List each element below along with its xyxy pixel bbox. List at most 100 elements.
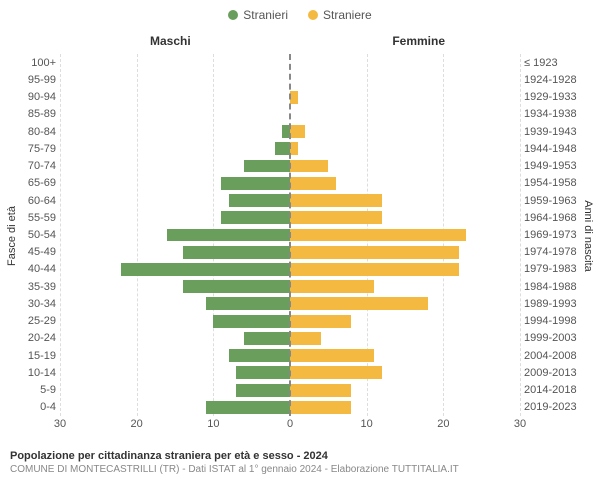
bar-female bbox=[290, 297, 428, 310]
footer: Popolazione per cittadinanza straniera p… bbox=[0, 446, 600, 479]
birth-year-label: 1939-1943 bbox=[524, 126, 586, 138]
x-tick: 30 bbox=[514, 418, 526, 430]
x-tick: 10 bbox=[361, 418, 373, 430]
birth-year-label: 1934-1938 bbox=[524, 108, 586, 120]
age-label: 95-99 bbox=[12, 74, 56, 86]
bar-female bbox=[290, 160, 328, 173]
legend-female: Straniere bbox=[308, 8, 372, 22]
bar-male bbox=[206, 297, 290, 310]
birth-year-label: 2009-2013 bbox=[524, 367, 586, 379]
age-label: 50-54 bbox=[12, 229, 56, 241]
bar-male bbox=[244, 332, 290, 345]
bar-female bbox=[290, 211, 382, 224]
footer-subtitle: COMUNE DI MONTECASTRILLI (TR) - Dati IST… bbox=[10, 464, 590, 475]
legend: Stranieri Straniere bbox=[0, 0, 600, 26]
bar-male bbox=[183, 280, 290, 293]
legend-dot-male bbox=[228, 10, 238, 20]
x-axis: 3020100102030 bbox=[60, 418, 520, 432]
age-label: 10-14 bbox=[12, 367, 56, 379]
bar-female bbox=[290, 125, 305, 138]
birth-year-label: 1924-1928 bbox=[524, 74, 586, 86]
bar-male bbox=[236, 384, 290, 397]
bar-female bbox=[290, 332, 321, 345]
birth-year-label: 1969-1973 bbox=[524, 229, 586, 241]
bar-female bbox=[290, 401, 351, 414]
x-tick: 20 bbox=[131, 418, 143, 430]
birth-year-label: 1944-1948 bbox=[524, 143, 586, 155]
bar-female bbox=[290, 177, 336, 190]
birth-year-label: 2004-2008 bbox=[524, 350, 586, 362]
bar-male bbox=[236, 366, 290, 379]
legend-male: Stranieri bbox=[228, 8, 288, 22]
chart-area: Maschi Femmine Fasce di età Anni di nasc… bbox=[0, 26, 600, 446]
bar-male bbox=[221, 211, 290, 224]
birth-year-label: 2014-2018 bbox=[524, 384, 586, 396]
age-label: 40-44 bbox=[12, 263, 56, 275]
birth-year-label: 1974-1978 bbox=[524, 246, 586, 258]
bar-female bbox=[290, 91, 298, 104]
bar-male bbox=[183, 246, 290, 259]
birth-year-label: ≤ 1923 bbox=[524, 57, 586, 69]
bar-female bbox=[290, 229, 466, 242]
bar-male bbox=[213, 315, 290, 328]
bar-female bbox=[290, 194, 382, 207]
x-tick: 30 bbox=[54, 418, 66, 430]
age-label: 35-39 bbox=[12, 281, 56, 293]
birth-year-label: 1954-1958 bbox=[524, 177, 586, 189]
bar-male bbox=[167, 229, 290, 242]
center-line bbox=[289, 54, 291, 416]
birth-year-label: 1949-1953 bbox=[524, 160, 586, 172]
plot: 100+≤ 192395-991924-192890-941929-193385… bbox=[60, 54, 520, 416]
legend-dot-female bbox=[308, 10, 318, 20]
birth-year-label: 1979-1983 bbox=[524, 263, 586, 275]
header-male: Maschi bbox=[150, 34, 191, 48]
birth-year-label: 1984-1988 bbox=[524, 281, 586, 293]
bar-male bbox=[206, 401, 290, 414]
bar-male bbox=[121, 263, 290, 276]
bar-female bbox=[290, 366, 382, 379]
age-label: 70-74 bbox=[12, 160, 56, 172]
footer-title: Popolazione per cittadinanza straniera p… bbox=[10, 450, 590, 462]
age-label: 90-94 bbox=[12, 91, 56, 103]
x-tick: 0 bbox=[287, 418, 293, 430]
age-label: 85-89 bbox=[12, 108, 56, 120]
bar-male bbox=[244, 160, 290, 173]
age-label: 45-49 bbox=[12, 246, 56, 258]
header-female: Femmine bbox=[392, 34, 445, 48]
bar-female bbox=[290, 349, 374, 362]
age-label: 55-59 bbox=[12, 212, 56, 224]
age-label: 15-19 bbox=[12, 350, 56, 362]
bar-male bbox=[229, 194, 290, 207]
age-label: 80-84 bbox=[12, 126, 56, 138]
gridline bbox=[520, 54, 521, 416]
age-label: 20-24 bbox=[12, 332, 56, 344]
age-label: 0-4 bbox=[12, 401, 56, 413]
birth-year-label: 1929-1933 bbox=[524, 91, 586, 103]
legend-female-label: Straniere bbox=[323, 8, 372, 22]
bar-female bbox=[290, 384, 351, 397]
x-tick: 10 bbox=[207, 418, 219, 430]
bar-female bbox=[290, 280, 374, 293]
x-tick: 20 bbox=[437, 418, 449, 430]
bar-female bbox=[290, 246, 459, 259]
birth-year-label: 1959-1963 bbox=[524, 195, 586, 207]
age-label: 60-64 bbox=[12, 195, 56, 207]
bar-male bbox=[275, 142, 290, 155]
birth-year-label: 1999-2003 bbox=[524, 332, 586, 344]
age-label: 5-9 bbox=[12, 384, 56, 396]
birth-year-label: 1964-1968 bbox=[524, 212, 586, 224]
bar-male bbox=[229, 349, 290, 362]
birth-year-label: 1994-1998 bbox=[524, 315, 586, 327]
bar-female bbox=[290, 142, 298, 155]
bar-female bbox=[290, 263, 459, 276]
age-label: 100+ bbox=[12, 57, 56, 69]
age-label: 25-29 bbox=[12, 315, 56, 327]
legend-male-label: Stranieri bbox=[243, 8, 288, 22]
bar-female bbox=[290, 315, 351, 328]
age-label: 75-79 bbox=[12, 143, 56, 155]
age-label: 30-34 bbox=[12, 298, 56, 310]
birth-year-label: 2019-2023 bbox=[524, 401, 586, 413]
age-label: 65-69 bbox=[12, 177, 56, 189]
birth-year-label: 1989-1993 bbox=[524, 298, 586, 310]
bar-male bbox=[221, 177, 290, 190]
